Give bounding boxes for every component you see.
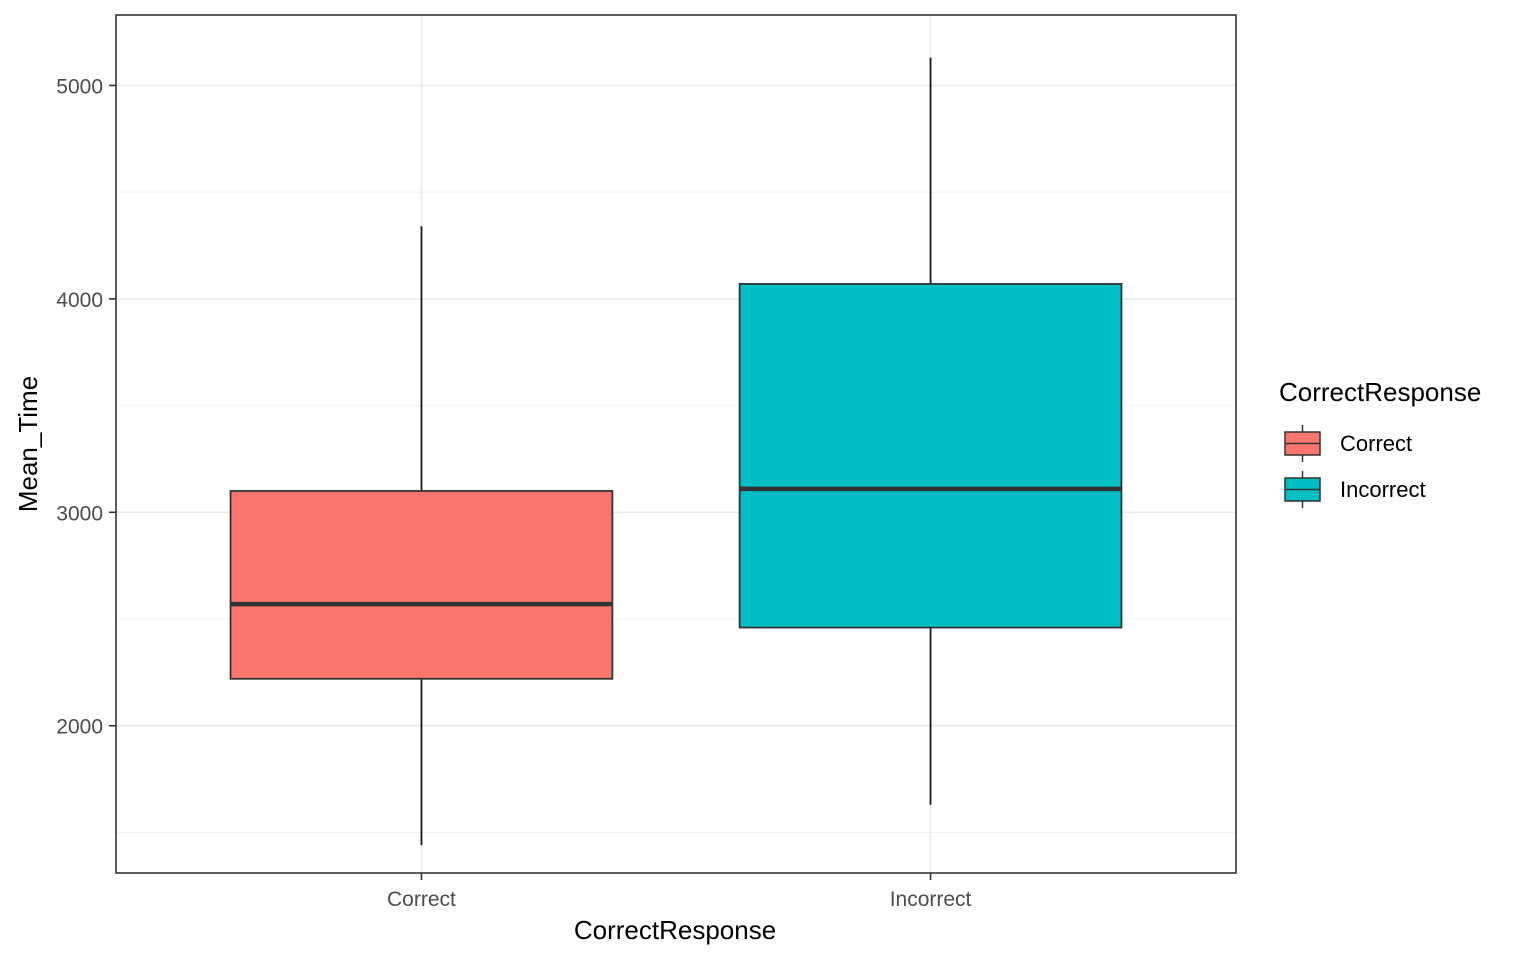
y-tick-label: 5000: [56, 75, 103, 98]
legend-key-incorrect: [1284, 471, 1321, 508]
y-tick-label: 4000: [56, 289, 103, 312]
y-axis-title: Mean_Time: [13, 376, 43, 512]
box-incorrect: [738, 57, 1123, 805]
box-correct: [229, 226, 614, 846]
legend-title: CorrectResponse: [1279, 377, 1481, 407]
x-axis: Correct Incorrect: [387, 873, 972, 911]
panel-border: [115, 14, 1237, 874]
x-tick-label: Incorrect: [890, 888, 972, 911]
x-tick-label: Correct: [387, 888, 456, 911]
x-axis-title: CorrectResponse: [574, 915, 776, 945]
legend: CorrectResponse Correct Incorrect: [1279, 377, 1481, 508]
y-tick-label: 2000: [56, 716, 103, 739]
y-tick-label: 3000: [56, 502, 103, 525]
box-series: [229, 57, 1123, 846]
legend-key-correct: [1284, 425, 1321, 462]
y-axis: 2000 3000 4000 5000: [56, 75, 116, 739]
legend-label: Incorrect: [1340, 477, 1426, 502]
legend-label: Correct: [1340, 431, 1412, 456]
box-iqr: [229, 490, 614, 680]
box-iqr: [738, 283, 1123, 629]
